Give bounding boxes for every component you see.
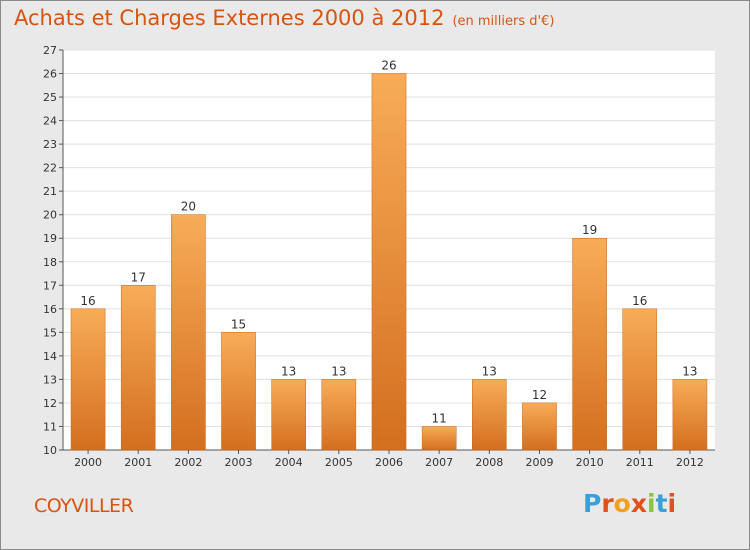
bar-value-label: 16 <box>80 294 95 308</box>
bar <box>572 237 607 451</box>
proxiti-logo: Proxiti <box>583 489 676 518</box>
y-tick-label: 23 <box>43 138 57 151</box>
chart-unit-label: (en milliers d'€) <box>452 14 555 29</box>
proxiti-logo-letter: x <box>630 489 647 518</box>
bar <box>221 332 256 451</box>
y-tick-label: 14 <box>43 350 57 363</box>
y-tick-label: 15 <box>43 326 57 339</box>
y-tick-label: 25 <box>43 91 57 104</box>
bar-value-label: 15 <box>231 317 246 331</box>
bar-value-label: 19 <box>582 223 597 237</box>
bar-value-label: 13 <box>331 364 346 378</box>
chart-title: Achats et Charges Externes 2000 à 2012 (e… <box>14 6 554 30</box>
y-tick-label: 27 <box>43 44 57 57</box>
bar-value-label: 26 <box>381 59 396 73</box>
x-tick-label: 2001 <box>124 456 152 469</box>
bar-value-label: 11 <box>432 411 447 425</box>
y-tick-label: 12 <box>43 397 57 410</box>
bar <box>672 379 708 451</box>
x-tick-label: 2010 <box>576 456 604 469</box>
x-tick-label: 2008 <box>475 456 503 469</box>
y-tick-label: 10 <box>43 444 57 457</box>
y-tick-label: 21 <box>43 185 57 198</box>
chart-title-text: Achats et Charges Externes 2000 à 2012 <box>14 6 445 30</box>
bar <box>622 308 658 451</box>
bar-value-label: 16 <box>632 294 647 308</box>
proxiti-logo-letter: t <box>655 489 668 518</box>
y-tick-label: 22 <box>43 162 57 175</box>
y-tick-label: 18 <box>43 256 57 269</box>
proxiti-logo-letter: i <box>647 489 656 518</box>
bar <box>522 402 557 451</box>
y-tick-label: 16 <box>43 303 57 316</box>
bar <box>421 426 457 451</box>
bar <box>371 73 407 451</box>
bar-value-label: 20 <box>181 200 196 214</box>
y-tick-label: 26 <box>43 68 57 81</box>
bar-value-label: 17 <box>131 270 146 284</box>
proxiti-logo-letter: r <box>601 489 614 518</box>
x-tick-label: 2007 <box>425 456 453 469</box>
y-tick-label: 13 <box>43 373 57 386</box>
x-tick-label: 2004 <box>275 456 303 469</box>
bar-value-label: 13 <box>281 364 296 378</box>
bar-value-label: 13 <box>682 364 697 378</box>
bar <box>271 379 306 451</box>
proxiti-logo-letter: P <box>583 489 602 518</box>
bar <box>70 308 106 451</box>
bar <box>171 214 206 451</box>
commune-name: COYVILLER <box>34 495 134 517</box>
y-tick-label: 17 <box>43 279 57 292</box>
x-tick-label: 2009 <box>525 456 553 469</box>
bar-value-label: 13 <box>482 364 497 378</box>
y-tick-label: 24 <box>43 115 57 128</box>
x-tick-label: 2011 <box>626 456 654 469</box>
y-tick-label: 11 <box>43 420 57 433</box>
bar <box>472 379 507 451</box>
x-tick-label: 2002 <box>174 456 202 469</box>
x-tick-label: 2006 <box>375 456 403 469</box>
proxiti-logo-letter: i <box>667 489 677 518</box>
x-tick-label: 2005 <box>325 456 353 469</box>
y-tick-label: 19 <box>43 232 57 245</box>
x-tick-label: 2012 <box>676 456 704 469</box>
bar-value-label: 12 <box>532 388 547 402</box>
bar <box>120 285 156 451</box>
y-tick-label: 20 <box>43 209 57 222</box>
x-tick-label: 2003 <box>225 456 253 469</box>
bar <box>321 379 357 451</box>
x-tick-label: 2000 <box>74 456 102 469</box>
proxiti-logo-letter: o <box>613 489 631 518</box>
